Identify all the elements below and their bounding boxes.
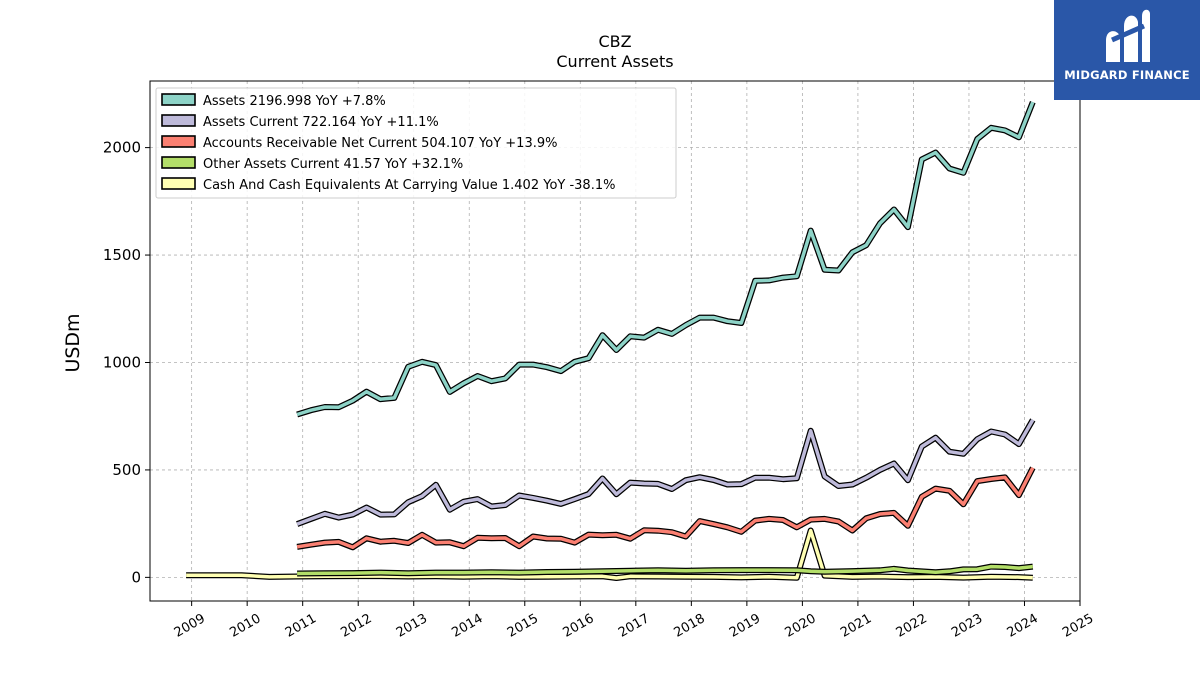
x-tick-label: 2016 <box>560 611 596 641</box>
y-tick-label: 1000 <box>103 353 141 371</box>
x-tick-label: 2015 <box>505 611 541 641</box>
series-line <box>296 419 1035 526</box>
x-tick-label: 2018 <box>672 611 708 641</box>
grid-lines <box>150 81 1081 601</box>
y-axis-label: USDm <box>62 313 84 372</box>
legend-entry: Accounts Receivable Net Current 504.107 … <box>203 136 558 151</box>
x-tick-label: 2011 <box>283 611 319 641</box>
y-tick-label: 1500 <box>103 246 141 264</box>
x-tick-label: 2020 <box>783 611 819 641</box>
midgard-finance-logo: MIDGARD FINANCE <box>1054 0 1200 100</box>
chart-title: CBZ <box>598 32 631 51</box>
x-tick-label: 2019 <box>727 611 763 641</box>
y-axis-ticks: 0 500 1000 1500 2000 <box>103 139 150 586</box>
legend-entry: Assets Current 722.164 YoY +11.1% <box>203 115 439 130</box>
x-tick-label: 2012 <box>338 611 374 641</box>
x-tick-label: 2017 <box>616 611 652 641</box>
legend-swatch <box>161 177 196 190</box>
x-tick-label: 2023 <box>949 611 985 641</box>
x-tick-label: 2013 <box>394 611 430 641</box>
series-outline <box>296 418 1036 527</box>
series-layer <box>186 100 1036 581</box>
series-outline <box>296 466 1036 551</box>
chart-subtitle: Current Assets <box>556 52 673 71</box>
plot-frame <box>149 80 1081 602</box>
series-line <box>296 467 1035 550</box>
legend-swatch <box>161 156 196 169</box>
midgard-logo-icon <box>1106 9 1150 63</box>
x-tick-label: 2021 <box>838 611 874 641</box>
legend-entry: Cash And Cash Equivalents At Carrying Va… <box>203 178 615 193</box>
legend-entry: Other Assets Current 41.57 YoY +32.1% <box>203 157 463 172</box>
legend-entry: Assets 2196.998 YoY +7.8% <box>203 94 386 109</box>
legend-swatch <box>161 114 196 127</box>
y-tick-label: 500 <box>112 461 141 479</box>
x-tick-label: 2010 <box>227 611 263 641</box>
legend: Assets 2196.998 YoY +7.8% Assets Current … <box>155 87 677 199</box>
x-tick-label: 2014 <box>449 611 485 641</box>
x-tick-label: 2009 <box>172 611 208 641</box>
brand-name: MIDGARD FINANCE <box>1064 68 1190 82</box>
legend-swatch <box>161 135 196 148</box>
x-tick-label: 2025 <box>1060 611 1096 641</box>
legend-swatch <box>161 93 196 106</box>
x-axis-ticks: 2009 2010 2011 2012 2013 2014 2015 2016 2017 2018… <box>172 601 1096 641</box>
x-tick-label: 2022 <box>894 611 930 641</box>
series-line <box>297 564 1033 576</box>
x-tick-label: 2024 <box>1005 611 1041 641</box>
y-tick-label: 2000 <box>103 139 141 157</box>
series-line <box>296 101 1035 417</box>
legend-box <box>155 87 677 199</box>
y-tick-label: 0 <box>131 568 141 586</box>
